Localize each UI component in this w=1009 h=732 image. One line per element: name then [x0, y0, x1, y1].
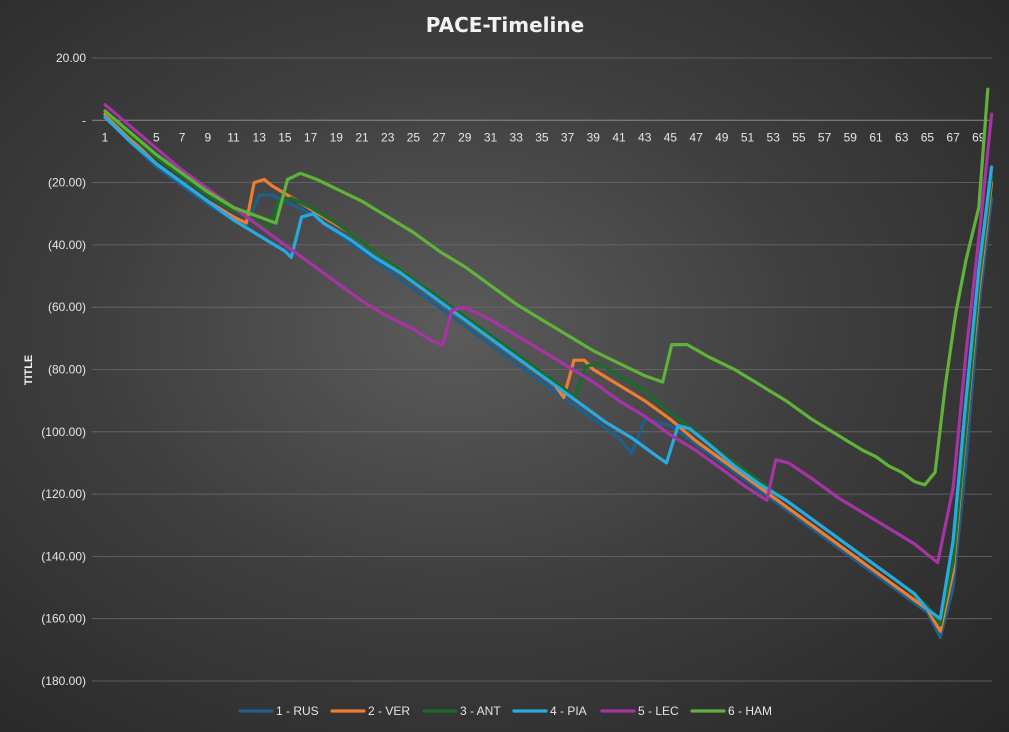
- y-tick-label: (60.00): [48, 300, 86, 314]
- y-tick-label: (100.00): [41, 425, 86, 439]
- y-tick-label: -: [82, 113, 86, 127]
- x-tick-label: 41: [612, 130, 626, 144]
- series-line-rus: [103, 112, 994, 639]
- y-tick-label: (140.00): [41, 549, 86, 563]
- x-tick-labels: 1 3 5 7 9 11 13 15 17 19 21 23 25 27 29 31 33 35 37 39 41 43 4…: [102, 130, 986, 144]
- y-axis-label: TITLE: [23, 355, 35, 386]
- x-tick-label: 23: [381, 130, 395, 144]
- x-tick-label: 19: [330, 130, 344, 144]
- series-line-lec: [103, 103, 994, 565]
- x-tick-label: 49: [715, 130, 729, 144]
- legend-label: 5 - LEC: [638, 704, 679, 718]
- x-tick-label: 27: [432, 130, 446, 144]
- x-tick-label: 51: [741, 130, 755, 144]
- x-tick-label: 65: [921, 130, 935, 144]
- y-tick-label: (180.00): [41, 674, 86, 688]
- x-tick-label: 55: [792, 130, 806, 144]
- x-tick-label: 45: [664, 130, 678, 144]
- series-line-ant: [103, 109, 994, 627]
- x-tick-label: 61: [869, 130, 883, 144]
- x-tick-label: 17: [304, 130, 318, 144]
- x-tick-label: 21: [355, 130, 369, 144]
- legend-label: 2 - VER: [368, 704, 410, 718]
- x-tick-label: 63: [895, 130, 909, 144]
- y-tick-labels: 20.00 - (20.00) (40.00) (60.00) (80.00) (100.0…: [41, 51, 86, 688]
- x-tick-label: 25: [407, 130, 421, 144]
- x-tick-label: 67: [946, 130, 960, 144]
- y-tick-label: (40.00): [48, 238, 86, 252]
- x-tick-label: 1: [102, 130, 109, 144]
- x-tick-label: 59: [844, 130, 858, 144]
- x-tick-label: 37: [561, 130, 575, 144]
- y-tick-label: (80.00): [48, 363, 86, 377]
- legend-label: 1 - RUS: [276, 704, 319, 718]
- x-tick-label: 9: [204, 130, 211, 144]
- y-tick-label: (160.00): [41, 612, 86, 626]
- x-tick-label: 15: [278, 130, 292, 144]
- x-tick-label: 11: [227, 130, 240, 144]
- x-tick-label: 53: [767, 130, 781, 144]
- x-tick-label: 39: [587, 130, 601, 144]
- gridlines: [92, 57, 992, 682]
- x-tick-label: 31: [484, 130, 498, 144]
- x-tick-label: 5: [153, 130, 160, 144]
- x-tick-label: 57: [818, 130, 832, 144]
- y-tick-label: (20.00): [48, 176, 86, 190]
- series-line-ham: [103, 87, 990, 487]
- series-lines: [103, 87, 994, 639]
- chart-title: PACE-Timeline: [426, 13, 584, 37]
- x-tick-label: 13: [253, 130, 267, 144]
- legend: 1 - RUS 2 - VER 3 - ANT 4 - PIA 5 - LEC 6 - H…: [238, 704, 772, 718]
- x-tick-label: 29: [458, 130, 472, 144]
- y-tick-label: (120.00): [41, 487, 86, 501]
- x-tick-label: 35: [535, 130, 549, 144]
- y-tick-label: 20.00: [56, 51, 86, 65]
- series-line-ver: [103, 112, 994, 633]
- legend-label: 3 - ANT: [460, 704, 501, 718]
- legend-label: 4 - PIA: [550, 704, 587, 718]
- x-tick-label: 47: [689, 130, 703, 144]
- legend-label: 6 - HAM: [728, 704, 772, 718]
- series-line-pia: [103, 115, 994, 621]
- x-tick-label: 33: [510, 130, 524, 144]
- x-tick-label: 7: [179, 130, 186, 144]
- x-tick-label: 43: [638, 130, 652, 144]
